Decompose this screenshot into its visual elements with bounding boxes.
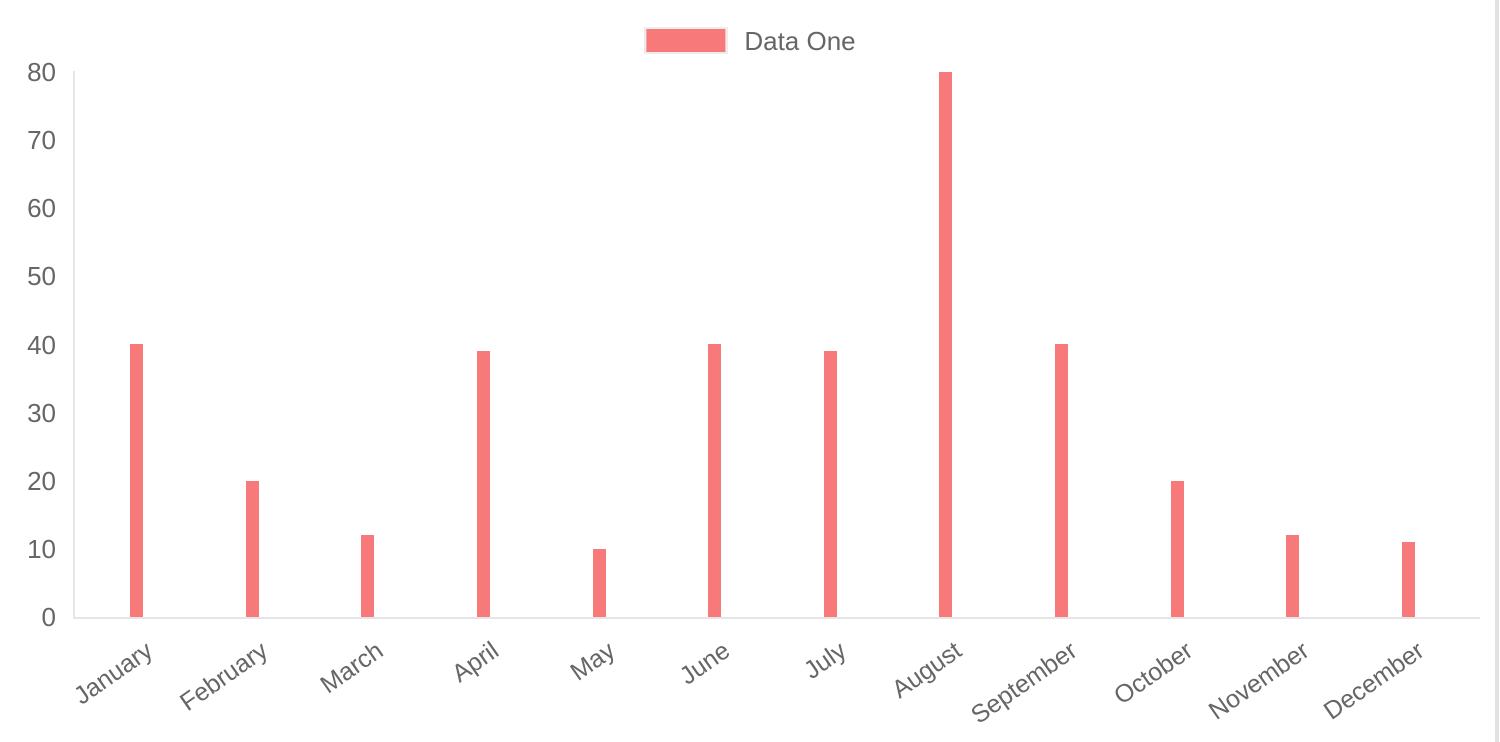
- bar-october[interactable]: [1170, 481, 1184, 617]
- x-tick-label: May: [565, 636, 620, 687]
- x-tick-label: November: [1203, 636, 1314, 726]
- bar-january[interactable]: [130, 344, 143, 617]
- y-tick-label: 80: [27, 57, 56, 87]
- x-tick-label: September: [966, 636, 1083, 730]
- x-tick-label: October: [1109, 636, 1199, 711]
- x-tick-label: January: [68, 636, 158, 711]
- y-tick-label: 20: [27, 465, 56, 496]
- bar-july[interactable]: [823, 351, 837, 617]
- legend-swatch: [644, 27, 728, 54]
- y-tick-label: 30: [27, 397, 56, 428]
- legend-label: Data One: [744, 25, 856, 56]
- bar-may[interactable]: [592, 549, 606, 617]
- x-tick-label: February: [175, 636, 274, 717]
- bar-september[interactable]: [1055, 344, 1069, 617]
- bar-december[interactable]: [1402, 542, 1415, 617]
- x-tick-label: December: [1318, 636, 1430, 726]
- bar-june[interactable]: [708, 344, 722, 617]
- y-tick-label: 0: [41, 602, 56, 632]
- bar-march[interactable]: [361, 535, 375, 617]
- y-tick-label: 60: [27, 193, 56, 224]
- y-tick-label: 70: [27, 125, 56, 156]
- y-axis-line: [73, 71, 75, 618]
- x-tick-label: June: [675, 636, 736, 691]
- x-tick-label: July: [798, 636, 852, 685]
- y-tick-label: 40: [27, 329, 56, 360]
- x-tick-label: April: [447, 636, 505, 688]
- x-axis-line: [73, 617, 1480, 619]
- y-tick-label: 50: [27, 261, 56, 292]
- x-tick-label: August: [887, 636, 967, 704]
- y-tick-label: 10: [27, 533, 56, 564]
- bar-august[interactable]: [939, 72, 953, 617]
- bar-february[interactable]: [245, 481, 259, 617]
- bar-november[interactable]: [1286, 535, 1300, 617]
- x-tick-label: March: [315, 636, 389, 700]
- scrollbar-track[interactable]: [1495, 0, 1499, 742]
- bar-april[interactable]: [476, 351, 490, 617]
- legend-item-data-one[interactable]: Data One: [644, 25, 856, 56]
